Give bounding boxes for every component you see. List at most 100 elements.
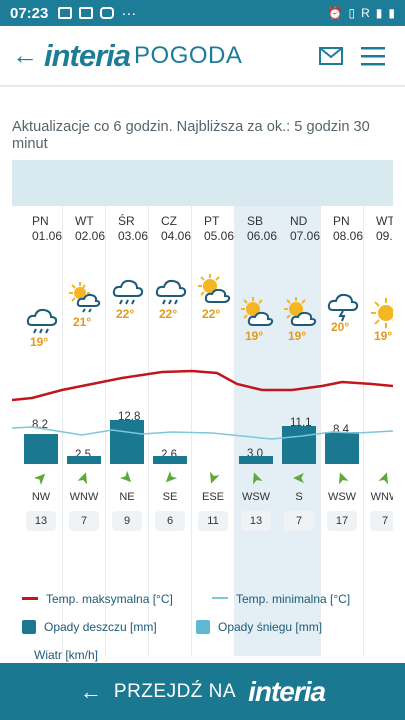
day-date: 07.06: [290, 229, 321, 243]
sun-icon: [368, 295, 393, 331]
sun-cloud-icon: [196, 272, 232, 308]
max-temperature: 22°: [116, 307, 135, 321]
chart-top-band: [12, 160, 393, 206]
wind-direction: NW: [31, 491, 51, 503]
interia-logo[interactable]: interia: [44, 37, 131, 73]
day-name: ŚR: [118, 214, 135, 228]
rain-bar[interactable]: [67, 456, 101, 464]
wind-speed: 17: [327, 511, 357, 531]
cloud-rain-icon: [110, 272, 146, 308]
day-name: CZ: [161, 214, 177, 228]
legend-rain-label: Opady deszczu [mm]: [44, 620, 157, 634]
max-temperature: 22°: [202, 307, 221, 321]
max-temperature: 22°: [159, 307, 178, 321]
legend-max: Temp. maksymalna [°C]: [22, 592, 173, 606]
cloud-rain-icon: [24, 301, 60, 337]
interia-bottom-logo: interia: [248, 675, 326, 707]
wind-direction: SE: [162, 491, 178, 503]
rain-bar[interactable]: [24, 434, 58, 464]
legend-max-label: Temp. maksymalna [°C]: [46, 592, 173, 606]
min-temp-line: [12, 426, 393, 440]
rain-bar[interactable]: [282, 426, 316, 464]
wind-speed: 7: [69, 511, 99, 531]
day-date: 02.06: [75, 229, 106, 243]
alarm-icon: ⏰: [327, 6, 343, 20]
vibrate-icon: ▯: [348, 6, 356, 20]
wind-speed: 13: [241, 511, 271, 531]
day-date: 03.06: [118, 229, 149, 243]
battery-icon: ▮: [388, 6, 395, 20]
pogoda-label: POGODA: [134, 41, 243, 69]
day-date: 04.06: [161, 229, 192, 243]
day-name: WT: [376, 214, 393, 228]
wind-speed: 13: [26, 511, 56, 531]
update-note: Aktualizacje co 6 godzin. Najbliższa za …: [12, 119, 370, 152]
day-date: 05.06: [204, 229, 235, 243]
max-temperature: 21°: [73, 315, 92, 329]
wind-direction: NE: [119, 491, 135, 503]
more-dots: ···: [121, 4, 137, 22]
rain-bar[interactable]: [153, 456, 187, 464]
day-date: 09.06: [376, 229, 393, 243]
legend-snow-label: Opady śniegu [mm]: [218, 620, 323, 634]
max-temp-line: [12, 369, 393, 402]
day-column: PT 05.06 22° ➤ ESE 11: [192, 206, 235, 656]
max-temperature: 19°: [374, 329, 393, 343]
day-column: ŚR 03.06 22° 12.8 ➤ NE 9: [106, 206, 149, 656]
day-date: 01.06: [32, 229, 63, 243]
temperature-lines: [12, 369, 393, 440]
wind-direction: S: [295, 491, 303, 503]
day-name: PT: [204, 214, 220, 228]
wind-direction: WSW: [241, 491, 271, 503]
wind-speed: 11: [198, 511, 228, 531]
max-temperature: 20°: [331, 320, 350, 334]
wind-direction: ESE: [201, 491, 224, 503]
sun-cloud-icon: [239, 295, 275, 331]
hamburger-menu-icon[interactable]: [361, 46, 385, 66]
day-name: ND: [290, 214, 308, 228]
rain-bar[interactable]: [325, 432, 359, 464]
mail-icon: [79, 7, 94, 19]
wind-speed: 9: [112, 511, 142, 531]
day-date: 06.06: [247, 229, 278, 243]
day-name: WT: [75, 214, 94, 228]
day-name: SB: [247, 214, 264, 228]
go-to-interia-bar[interactable]: ← PRZEJDŹ NA interia: [0, 663, 405, 720]
legend-wind-label: Wiatr [km/h]: [34, 648, 99, 662]
forecast-chart[interactable]: PN 01.06 19° 8.2 ➤ NW 13 WT 02.06 21° 2.5 ➤ WNW 7 ŚR 03…: [12, 160, 393, 665]
sun-cloud-icon: [282, 295, 318, 331]
legend-min: Temp. minimalna [°C]: [212, 592, 350, 606]
wind-direction: WNW: [370, 491, 393, 503]
cloud-rain-icon: [153, 272, 189, 308]
sun-cloud-rain-icon: [67, 280, 103, 316]
day-name: PN: [32, 214, 49, 228]
max-temperature: 19°: [245, 329, 264, 343]
signal-icon: ▮: [375, 6, 383, 20]
day-name: PN: [333, 214, 350, 228]
back-arrow-icon[interactable]: ←: [12, 40, 38, 70]
wind-direction: WNW: [69, 491, 99, 503]
legend-min-label: Temp. minimalna [°C]: [236, 592, 351, 606]
day-column: CZ 04.06 22° 2.6 ➤ SE 6: [149, 206, 192, 656]
legend-wind: Wiatr [km/h]: [34, 648, 98, 662]
youtube-icon: [100, 7, 115, 19]
max-temperature: 19°: [288, 329, 307, 343]
legend-snow: Opady śniegu [mm]: [196, 620, 322, 634]
cloud-storm-icon: [325, 286, 361, 322]
notification-icons: ···: [58, 5, 136, 22]
image-icon: [58, 7, 73, 19]
day-column: ND 07.06 19° 11.1 ➤ S 7: [278, 206, 321, 656]
day-column: PN 08.06 20° 8.4 ➤ WSW 17: [321, 206, 364, 656]
go-to-label: PRZEJDŹ NA: [113, 680, 237, 702]
envelope-icon[interactable]: [319, 46, 343, 65]
status-bar: 07:23 ··· ⏰ ▯ R ▮ ▮: [0, 0, 405, 26]
rain-bar[interactable]: [110, 420, 144, 464]
status-time: 07:23: [10, 4, 49, 22]
rain-bar[interactable]: [239, 456, 273, 464]
roaming-label: R: [361, 6, 370, 20]
day-column: PN 01.06 19° 8.2 ➤ NW 13: [20, 206, 63, 656]
day-date: 08.06: [333, 229, 364, 243]
back-arrow-icon: ←: [79, 678, 102, 704]
status-right-icons: ⏰ ▯ R ▮ ▮: [328, 6, 395, 20]
